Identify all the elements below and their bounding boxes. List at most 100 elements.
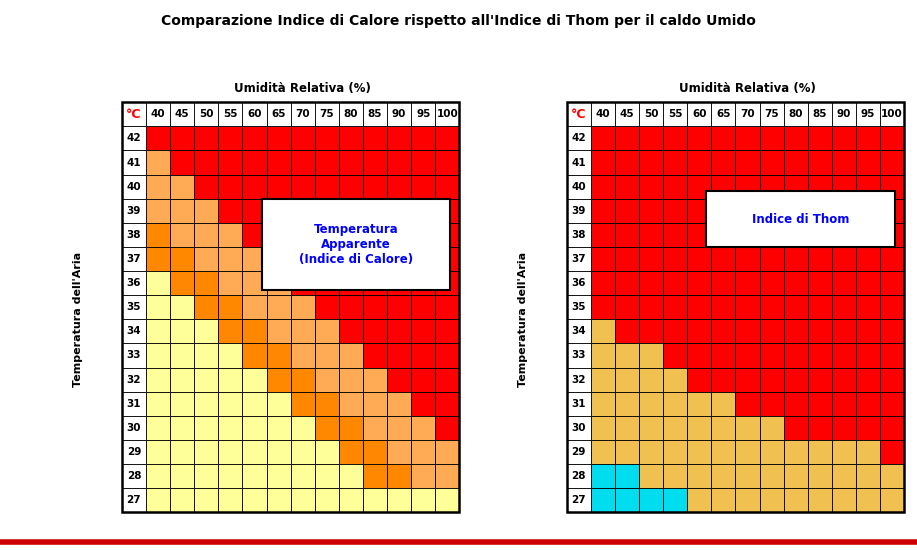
Bar (146, 295, 170, 320)
Bar (663, 247, 687, 271)
Bar (706, 191, 895, 247)
Bar (832, 151, 856, 174)
Bar (218, 271, 242, 295)
Bar (339, 151, 363, 174)
Bar (832, 102, 856, 126)
Bar (411, 102, 436, 126)
Bar (856, 126, 880, 151)
Bar (759, 488, 784, 512)
Bar (339, 247, 363, 271)
Bar (759, 271, 784, 295)
Bar (291, 199, 315, 223)
Text: 39: 39 (571, 206, 586, 216)
Text: 75: 75 (319, 109, 334, 119)
Bar (363, 271, 387, 295)
Text: 85: 85 (368, 109, 382, 119)
Bar (856, 440, 880, 464)
Text: 85: 85 (812, 109, 827, 119)
Bar (759, 247, 784, 271)
Bar (567, 392, 591, 416)
Text: 95: 95 (416, 109, 430, 119)
Bar (735, 320, 759, 343)
Bar (808, 174, 832, 199)
Bar (784, 488, 808, 512)
Bar (735, 126, 759, 151)
Bar (663, 488, 687, 512)
Text: 42: 42 (571, 134, 586, 144)
Bar (567, 367, 591, 392)
Bar (411, 392, 436, 416)
Bar (218, 295, 242, 320)
Text: Temperatura
Apparente
(Indice di Calore): Temperatura Apparente (Indice di Calore) (299, 223, 413, 266)
Bar (712, 464, 735, 488)
Bar (759, 343, 784, 367)
Text: 90: 90 (836, 109, 851, 119)
Bar (663, 320, 687, 343)
Bar (267, 151, 291, 174)
Bar (712, 271, 735, 295)
Bar (146, 367, 170, 392)
Bar (712, 320, 735, 343)
Bar (591, 126, 614, 151)
Bar (194, 126, 218, 151)
Bar (614, 295, 639, 320)
Bar (267, 102, 291, 126)
Bar (614, 174, 639, 199)
Bar (880, 440, 904, 464)
Bar (784, 271, 808, 295)
Bar (784, 151, 808, 174)
Bar (146, 151, 170, 174)
Bar (808, 343, 832, 367)
Bar (639, 488, 663, 512)
Bar (663, 295, 687, 320)
Text: 50: 50 (644, 109, 658, 119)
Bar (614, 247, 639, 271)
Bar (218, 392, 242, 416)
Bar (242, 247, 267, 271)
Bar (663, 199, 687, 223)
Bar (567, 295, 591, 320)
Bar (218, 464, 242, 488)
Bar (735, 102, 759, 126)
Bar (808, 199, 832, 223)
Bar (808, 440, 832, 464)
Bar (856, 320, 880, 343)
Bar (687, 271, 712, 295)
Bar (735, 199, 759, 223)
Bar (808, 295, 832, 320)
Bar (436, 440, 459, 464)
Text: 33: 33 (571, 350, 586, 360)
Bar (267, 464, 291, 488)
Text: Temperatura dell'Aria: Temperatura dell'Aria (73, 252, 83, 387)
Bar (639, 295, 663, 320)
Bar (363, 320, 387, 343)
Text: 40: 40 (595, 109, 610, 119)
Bar (856, 247, 880, 271)
Bar (856, 271, 880, 295)
Text: 27: 27 (127, 495, 141, 505)
Bar (759, 440, 784, 464)
Bar (218, 343, 242, 367)
Bar (411, 416, 436, 440)
Bar (170, 343, 194, 367)
Bar (436, 223, 459, 247)
Bar (122, 295, 146, 320)
Bar (170, 488, 194, 512)
Text: 60: 60 (248, 109, 261, 119)
Bar (146, 440, 170, 464)
Bar (856, 151, 880, 174)
Bar (784, 126, 808, 151)
Bar (614, 367, 639, 392)
Bar (614, 440, 639, 464)
Bar (411, 174, 436, 199)
Bar (832, 320, 856, 343)
Bar (832, 295, 856, 320)
Text: 65: 65 (271, 109, 286, 119)
Bar (832, 271, 856, 295)
Bar (339, 392, 363, 416)
Bar (291, 247, 315, 271)
Bar (784, 416, 808, 440)
Bar (712, 223, 735, 247)
Bar (194, 343, 218, 367)
Bar (242, 392, 267, 416)
